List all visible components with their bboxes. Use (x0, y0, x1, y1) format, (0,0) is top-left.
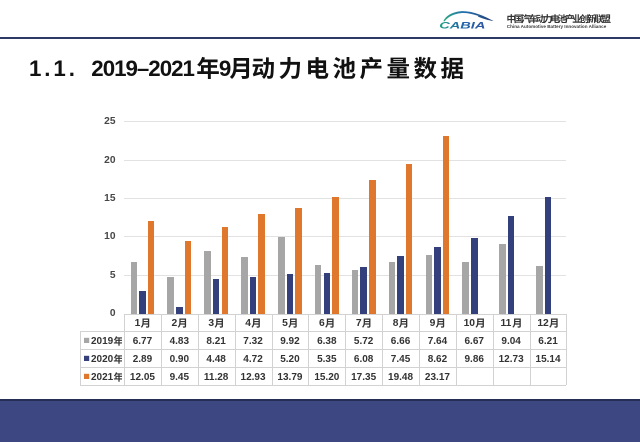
svg-text:11: 11 (500, 318, 511, 329)
svg-text:12: 12 (537, 318, 549, 329)
svg-text:6: 6 (319, 318, 325, 329)
svg-text:8: 8 (393, 318, 399, 329)
svg-text:1: 1 (135, 318, 141, 329)
svg-text:2020: 2020 (91, 354, 114, 365)
svg-text:4: 4 (245, 318, 251, 329)
svg-text:China Automotive Battery Innov: China Automotive Battery Innovation Alli… (507, 24, 607, 29)
svg-text:9: 9 (430, 318, 436, 329)
svg-text:9: 9 (219, 56, 231, 81)
svg-text:2021: 2021 (91, 372, 114, 383)
svg-text:5: 5 (282, 318, 288, 329)
svg-text:7: 7 (356, 318, 362, 329)
svg-text:3: 3 (208, 318, 214, 329)
svg-text:2: 2 (172, 318, 178, 329)
svg-text:2019–2021: 2019–2021 (91, 56, 194, 81)
svg-text:1.1.: 1.1. (29, 56, 78, 81)
svg-text:CABIA: CABIA (439, 20, 485, 30)
svg-text:10: 10 (464, 318, 476, 329)
svg-text:2019: 2019 (91, 336, 114, 347)
